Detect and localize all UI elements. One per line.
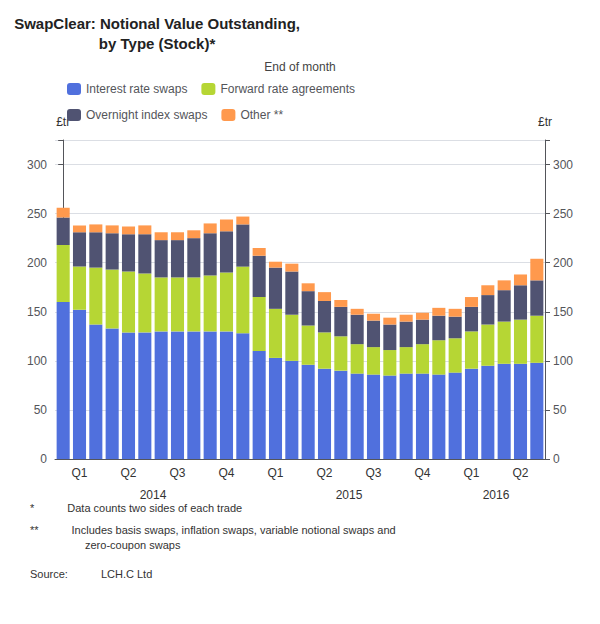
svg-text:Overnight index swaps: Overnight index swaps [86, 108, 207, 122]
svg-text:50: 50 [553, 403, 567, 417]
svg-text:50: 50 [34, 403, 48, 417]
svg-text:2014: 2014 [140, 488, 167, 502]
svg-text:Other **: Other ** [240, 108, 283, 122]
svg-text:0: 0 [40, 452, 47, 466]
svg-text:Forward rate agreements: Forward rate agreements [220, 82, 355, 96]
svg-text:£tr: £tr [538, 115, 552, 129]
svg-text:£tr: £tr [56, 115, 71, 129]
svg-text:250: 250 [553, 207, 573, 221]
svg-text:2016: 2016 [483, 488, 510, 502]
svg-text:150: 150 [553, 305, 573, 319]
svg-text:200: 200 [553, 256, 573, 270]
svg-text:300: 300 [553, 158, 573, 172]
svg-text:200: 200 [27, 256, 47, 270]
svg-text:** Includes basis swaps, inf: ** Includes basis swaps, inflation swaps… [30, 524, 396, 536]
svg-text:300: 300 [27, 158, 47, 172]
svg-text:* Data counts two sides of e: * Data counts two sides of each trade [30, 502, 242, 514]
svg-text:Source: LCH.C Ltd: Source: LCH.C Ltd [30, 568, 152, 580]
svg-text:150: 150 [27, 305, 47, 319]
svg-text:SwapClear: Notional Value Outs: SwapClear: Notional Value Outstanding, [14, 15, 300, 32]
svg-text:Q3: Q3 [365, 466, 381, 480]
svg-text:Interest rate swaps: Interest rate swaps [86, 82, 187, 96]
svg-text:Q4: Q4 [414, 466, 430, 480]
svg-text:Q1: Q1 [71, 466, 87, 480]
svg-text:by Type (Stock)*: by Type (Stock)* [99, 35, 216, 52]
svg-text:Q2: Q2 [316, 466, 332, 480]
svg-text:250: 250 [27, 207, 47, 221]
svg-text:Q2: Q2 [512, 466, 528, 480]
svg-text:100: 100 [27, 354, 47, 368]
svg-text:Q3: Q3 [169, 466, 185, 480]
svg-text:Q1: Q1 [267, 466, 283, 480]
svg-text:100: 100 [553, 354, 573, 368]
svg-text:End of month: End of month [264, 60, 335, 74]
svg-text:0: 0 [553, 452, 560, 466]
svg-text:Q1: Q1 [463, 466, 479, 480]
svg-text:2015: 2015 [336, 488, 363, 502]
svg-text:Q4: Q4 [218, 466, 234, 480]
svg-text:zero-coupon swaps: zero-coupon swaps [30, 539, 181, 551]
svg-text:Q2: Q2 [120, 466, 136, 480]
